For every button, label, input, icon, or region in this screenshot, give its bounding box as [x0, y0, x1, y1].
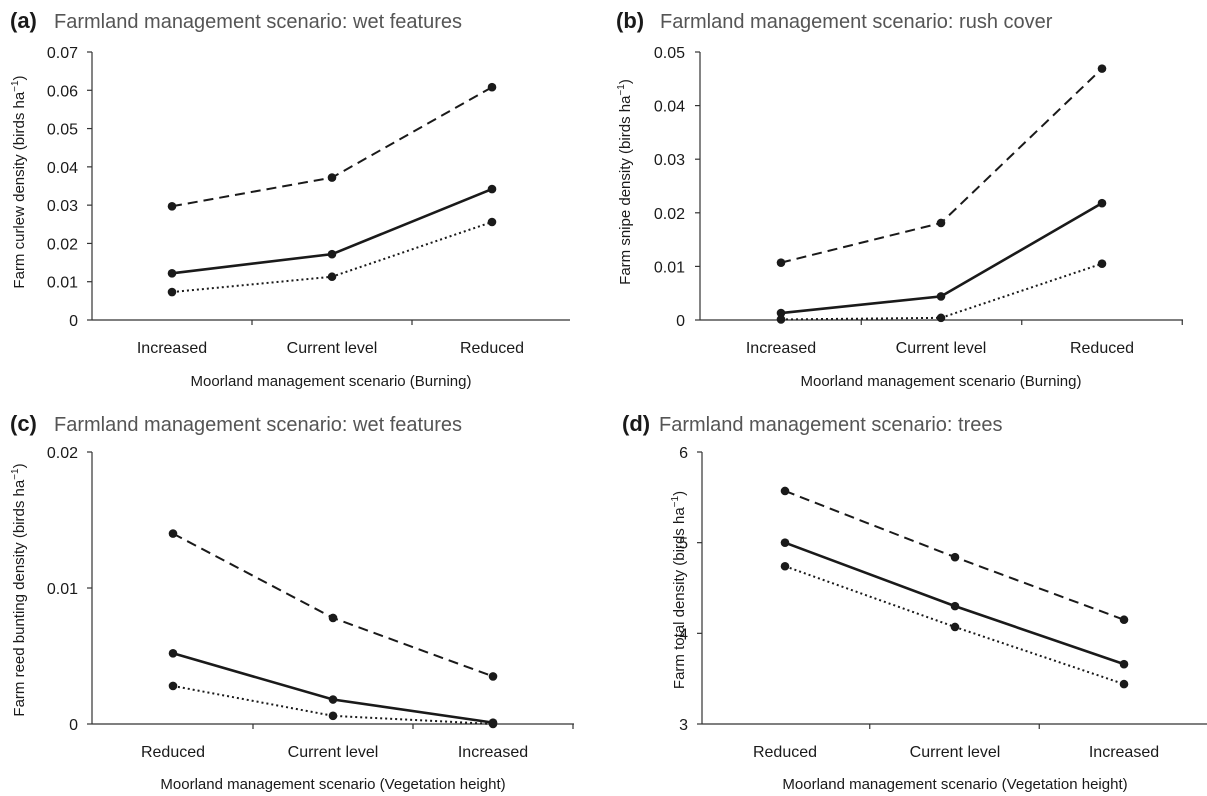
data-point: [168, 529, 178, 538]
panel-b: (b) Farmland management scenario: rush c…: [616, 8, 1183, 390]
data-point: [487, 217, 497, 227]
y-tick-label: 0.05: [47, 122, 78, 139]
x-tick-label: Current level: [287, 340, 378, 357]
series-line-dashed: [780, 67, 1103, 264]
data-point: [780, 561, 790, 571]
data-point: [950, 552, 960, 562]
data-point: [780, 538, 790, 547]
panel-d: (d) Farmland management scenario: trees …: [622, 411, 1207, 793]
data-point: [1119, 615, 1129, 625]
data-point: [1097, 259, 1107, 269]
x-tick-label: Increased: [1089, 744, 1159, 761]
data-point: [1119, 659, 1129, 669]
data-point: [488, 719, 498, 729]
data-point: [327, 173, 337, 182]
data-point: [936, 313, 946, 323]
y-axis-label: Farm total density (birds ha−1): [670, 491, 688, 689]
x-tick-label: Reduced: [460, 340, 524, 357]
x-tick-label: Current level: [910, 744, 1001, 761]
data-point: [936, 218, 946, 228]
panel-c: (c) Farmland management scenario: wet fe…: [10, 411, 574, 793]
panel-letter: (a): [10, 8, 37, 33]
data-point: [167, 287, 177, 297]
x-axis-label: Moorland management scenario (Vegetation…: [160, 776, 505, 793]
y-tick-label: 0.02: [654, 206, 685, 223]
y-tick-label: 0.03: [47, 198, 78, 215]
y-tick-label: 0.01: [654, 259, 685, 276]
panel-letter: (b): [616, 8, 644, 33]
x-axis-label: Moorland management scenario (Burning): [191, 373, 472, 390]
y-tick-label: 0.02: [47, 445, 78, 462]
y-tick-label: 0.04: [47, 160, 78, 177]
series-line-solid: [171, 187, 493, 275]
series-line-dotted: [780, 262, 1103, 321]
data-point: [328, 613, 338, 623]
y-tick-label: 0: [69, 313, 78, 330]
panel-a: (a) Farmland management scenario: wet fe…: [10, 8, 570, 390]
x-tick-label: Reduced: [141, 744, 205, 761]
data-point: [1097, 64, 1107, 73]
data-point: [168, 648, 178, 658]
x-tick-label: Current level: [288, 744, 379, 761]
y-tick-label: 3: [679, 717, 688, 734]
x-axis-label: Moorland management scenario (Vegetation…: [782, 776, 1127, 793]
y-tick-label: 0.02: [47, 236, 78, 253]
x-tick-label: Increased: [137, 340, 207, 357]
y-tick-label: 5: [679, 536, 688, 553]
y-tick-label: 0.01: [47, 275, 78, 292]
data-point: [780, 486, 790, 496]
y-tick-label: 0: [69, 717, 78, 734]
data-point: [487, 82, 497, 92]
y-tick-label: 4: [679, 626, 688, 643]
y-tick-label: 6: [679, 445, 688, 462]
data-point: [327, 272, 337, 282]
data-point: [328, 711, 338, 721]
y-tick-label: 0.06: [47, 83, 78, 100]
series-line-dashed: [172, 532, 494, 678]
panel-letter: (d): [622, 411, 650, 436]
y-axis-label: Farm curlew density (birds ha−1): [10, 75, 28, 288]
data-point: [950, 622, 960, 632]
y-tick-label: 0.01: [47, 581, 78, 598]
data-point: [1119, 679, 1129, 689]
y-tick-label: 0.05: [654, 45, 685, 62]
series-line-dashed: [171, 86, 493, 208]
panel-title: Farmland management scenario: wet featur…: [54, 414, 462, 436]
x-tick-label: Reduced: [753, 744, 817, 761]
x-tick-label: Reduced: [1070, 340, 1134, 357]
data-point: [950, 601, 960, 611]
data-point: [776, 258, 786, 267]
x-tick-label: Current level: [896, 340, 987, 357]
data-point: [488, 672, 498, 681]
y-tick-label: 0.03: [654, 152, 685, 169]
data-point: [776, 315, 786, 324]
y-tick-label: 0: [676, 313, 685, 330]
y-tick-label: 0.07: [47, 45, 78, 62]
x-tick-label: Increased: [458, 744, 528, 761]
data-point: [327, 249, 337, 259]
data-point: [1097, 198, 1107, 208]
y-tick-label: 0.04: [654, 99, 685, 116]
data-point: [776, 308, 786, 318]
data-point: [487, 184, 497, 194]
panel-title: Farmland management scenario: trees: [659, 414, 1003, 436]
data-point: [328, 695, 338, 704]
x-axis-label: Moorland management scenario (Burning): [801, 373, 1082, 390]
panel-letter: (c): [10, 411, 37, 436]
y-axis-label: Farm snipe density (birds ha−1): [616, 79, 634, 285]
panel-title: Farmland management scenario: rush cover: [660, 11, 1053, 33]
data-point: [167, 268, 177, 278]
panel-title: Farmland management scenario: wet featur…: [54, 11, 462, 33]
x-tick-label: Increased: [746, 340, 816, 357]
data-point: [168, 681, 178, 691]
data-point: [936, 292, 946, 301]
y-axis-label: Farm reed bunting density (birds ha−1): [10, 463, 28, 716]
data-point: [167, 201, 177, 211]
